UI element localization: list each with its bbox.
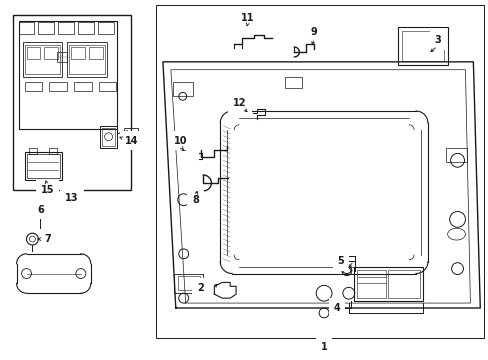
Bar [24, 45, 60, 74]
Text: 3: 3 [433, 35, 440, 45]
Bar [397, 27, 447, 65]
Bar [445, 148, 467, 162]
Bar [78, 22, 94, 34]
Bar [178, 276, 199, 290]
Bar [26, 154, 60, 178]
Bar [58, 22, 74, 34]
Bar [99, 82, 116, 91]
Text: 7: 7 [44, 234, 51, 244]
Text: 4: 4 [333, 303, 340, 313]
Bar [19, 22, 34, 34]
Text: 10: 10 [174, 136, 187, 145]
Bar [26, 47, 41, 59]
Bar [38, 22, 54, 34]
Text: 15: 15 [41, 185, 54, 195]
Bar [49, 148, 57, 154]
Text: 14: 14 [124, 136, 138, 145]
Text: 12: 12 [233, 98, 246, 108]
Bar [44, 47, 58, 59]
Text: 6: 6 [37, 204, 43, 215]
Bar [100, 126, 117, 148]
Bar [57, 52, 67, 62]
Bar [67, 42, 106, 77]
Bar [24, 82, 42, 91]
Bar [387, 270, 419, 298]
Bar [24, 152, 62, 180]
Bar [353, 267, 422, 301]
Bar [102, 128, 115, 145]
Bar [356, 270, 386, 298]
Bar [69, 45, 104, 74]
Bar [401, 31, 443, 61]
Text: 13: 13 [65, 193, 79, 203]
Bar [284, 77, 302, 89]
Text: 5: 5 [337, 256, 344, 266]
Text: 8: 8 [192, 195, 199, 205]
Bar [29, 148, 37, 154]
Text: 2: 2 [197, 283, 203, 293]
Bar [22, 42, 62, 77]
Bar [156, 5, 483, 338]
Text: 1: 1 [320, 342, 327, 352]
Bar [49, 82, 67, 91]
Bar [98, 22, 113, 34]
Text: 11: 11 [241, 13, 254, 23]
Bar [71, 47, 84, 59]
Bar [13, 15, 131, 190]
Bar [19, 21, 117, 129]
Bar [74, 82, 92, 91]
Bar [173, 274, 203, 293]
Text: 9: 9 [310, 27, 317, 37]
Bar [172, 82, 192, 96]
Bar [89, 47, 102, 59]
Bar [124, 128, 138, 138]
